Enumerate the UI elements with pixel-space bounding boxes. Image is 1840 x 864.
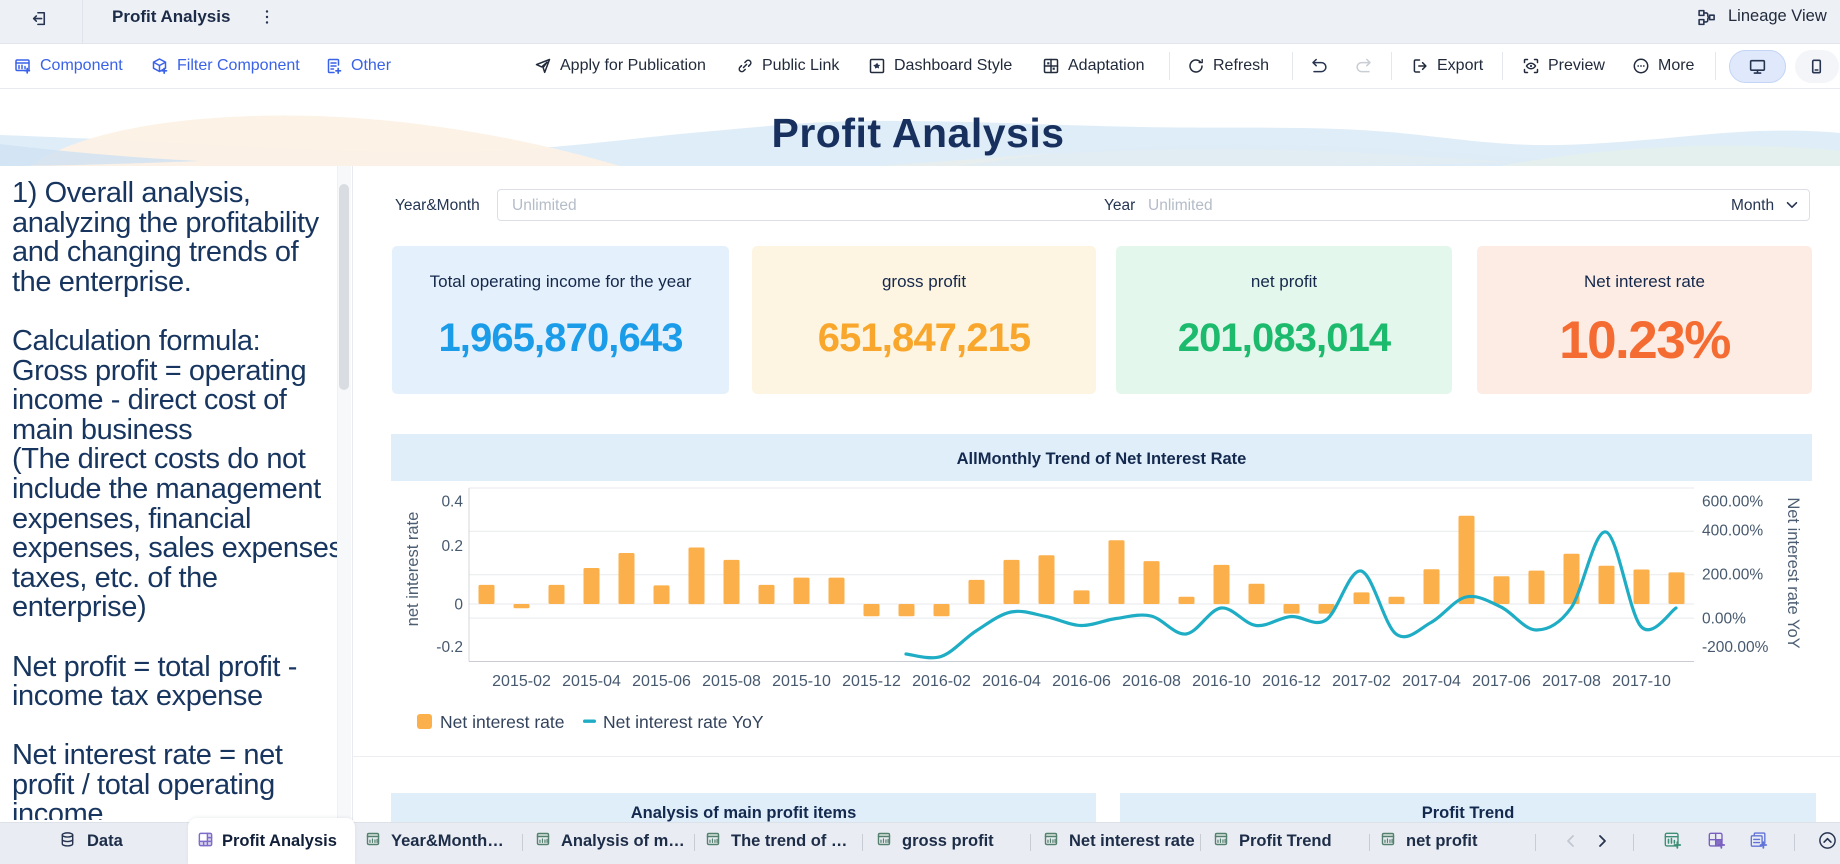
- svg-text:2016-02: 2016-02: [912, 673, 971, 690]
- svg-text:2015-12: 2015-12: [842, 673, 901, 690]
- svg-text:2016-06: 2016-06: [1052, 673, 1111, 690]
- svg-text:net interest rate: net interest rate: [404, 512, 422, 627]
- svg-text:0.4: 0.4: [441, 494, 463, 511]
- svg-text:2017-10: 2017-10: [1612, 673, 1671, 690]
- svg-text:2015-08: 2015-08: [702, 673, 761, 690]
- svg-text:2015-04: 2015-04: [562, 673, 621, 690]
- svg-text:200.00%: 200.00%: [1702, 567, 1763, 584]
- svg-text:2015-10: 2015-10: [772, 673, 831, 690]
- svg-text:2016-04: 2016-04: [982, 673, 1041, 690]
- svg-text:Net interest rate YoY: Net interest rate YoY: [603, 712, 764, 732]
- svg-text:2015-06: 2015-06: [632, 673, 691, 690]
- svg-text:2017-02: 2017-02: [1332, 673, 1391, 690]
- svg-text:2016-08: 2016-08: [1122, 673, 1181, 690]
- svg-text:0: 0: [454, 597, 463, 614]
- svg-text:-200.00%: -200.00%: [1702, 639, 1769, 656]
- svg-text:600.00%: 600.00%: [1702, 494, 1763, 511]
- svg-text:Net interest rate YoY: Net interest rate YoY: [1784, 497, 1802, 648]
- svg-text:2015-02: 2015-02: [492, 673, 551, 690]
- svg-text:2016-12: 2016-12: [1262, 673, 1321, 690]
- svg-text:Net interest rate: Net interest rate: [440, 712, 565, 732]
- svg-text:2017-04: 2017-04: [1402, 673, 1461, 690]
- svg-text:0.00%: 0.00%: [1702, 611, 1746, 628]
- svg-text:-0.2: -0.2: [436, 639, 463, 656]
- svg-text:0.2: 0.2: [441, 538, 463, 555]
- svg-text:2017-08: 2017-08: [1542, 673, 1601, 690]
- svg-text:2016-10: 2016-10: [1192, 673, 1251, 690]
- svg-text:2017-06: 2017-06: [1472, 673, 1531, 690]
- svg-text:400.00%: 400.00%: [1702, 523, 1763, 540]
